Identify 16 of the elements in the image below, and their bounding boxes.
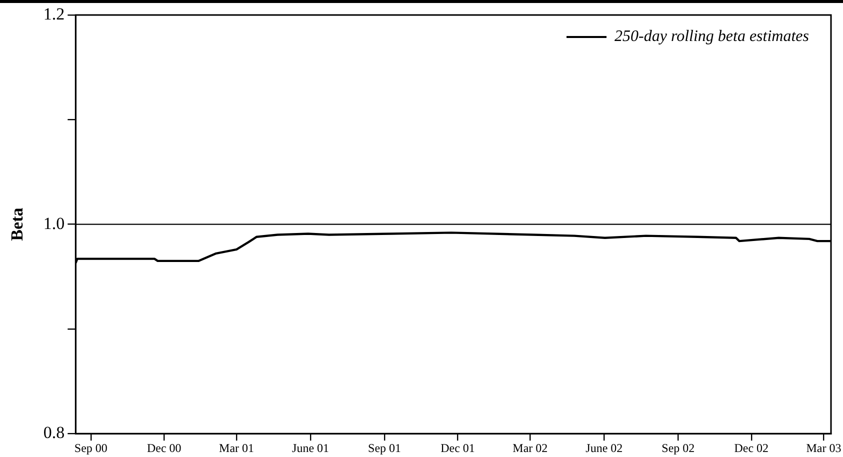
x-tick-label: Sep 01: [368, 440, 402, 455]
x-tick-label: June 01: [292, 440, 330, 455]
x-tick-label: Dec 01: [440, 440, 475, 455]
x-tick-label: Mar 02: [512, 440, 548, 455]
x-tick-label: Sep 00: [74, 440, 108, 455]
x-tick-label: Dec 02: [734, 440, 769, 455]
x-tick-label: Sep 02: [662, 440, 695, 455]
x-tick-label: June 02: [586, 440, 623, 455]
x-tick-label: Dec 00: [146, 440, 182, 455]
y-tick-label: 1.2: [43, 4, 65, 24]
x-tick-label: Mar 03: [806, 440, 842, 455]
legend-label: 250-day rolling beta estimates: [614, 28, 810, 46]
y-axis-title: Beta: [8, 207, 27, 241]
y-tick-label: 0.8: [43, 423, 65, 442]
x-tick-label: Mar 01: [219, 440, 254, 455]
y-tick-label: 1.0: [43, 214, 65, 233]
